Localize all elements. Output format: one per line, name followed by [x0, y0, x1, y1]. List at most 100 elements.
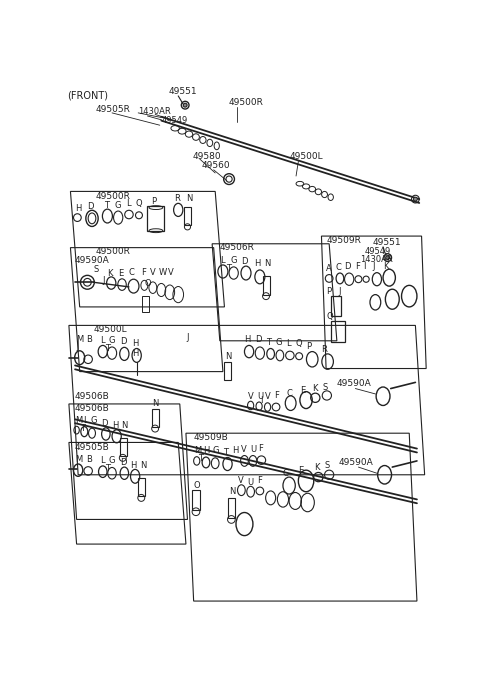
Text: T: T: [80, 424, 84, 433]
Bar: [120, 438, 127, 456]
Text: F: F: [141, 267, 146, 277]
Text: L: L: [100, 337, 104, 345]
Text: M: M: [75, 417, 82, 425]
Text: V: V: [238, 477, 244, 486]
Text: G: G: [90, 417, 97, 425]
Text: M: M: [193, 446, 201, 455]
Text: H: H: [203, 446, 209, 455]
Circle shape: [183, 103, 187, 107]
Text: F: F: [274, 391, 278, 400]
Text: T: T: [266, 338, 271, 347]
Text: N: N: [186, 194, 192, 203]
Bar: [331, 321, 345, 342]
Bar: [263, 276, 270, 295]
Text: D: D: [345, 263, 351, 272]
Text: H: H: [112, 421, 119, 430]
Text: V: V: [265, 392, 271, 401]
Text: 49551: 49551: [372, 238, 401, 247]
Text: F: F: [258, 444, 263, 453]
Text: S: S: [324, 461, 330, 470]
Text: J: J: [338, 287, 341, 296]
Text: T: T: [226, 264, 231, 273]
Bar: [331, 296, 341, 316]
Text: 1430AR: 1430AR: [360, 254, 393, 263]
Text: 49509R: 49509R: [326, 236, 361, 245]
Text: R: R: [174, 194, 180, 203]
Text: S: S: [323, 382, 328, 391]
Text: E: E: [300, 386, 305, 395]
Circle shape: [413, 197, 417, 201]
Text: H: H: [132, 339, 138, 348]
Text: 49505B: 49505B: [75, 443, 110, 451]
Text: T: T: [223, 448, 228, 457]
Text: B: B: [86, 455, 93, 464]
Text: 49560: 49560: [201, 161, 230, 170]
Text: T: T: [105, 344, 110, 353]
Text: Q: Q: [135, 199, 142, 208]
Text: 49590A: 49590A: [338, 458, 373, 467]
Text: 49500R: 49500R: [96, 247, 131, 256]
Text: 49549: 49549: [365, 247, 391, 256]
Text: 49549: 49549: [161, 116, 188, 125]
Text: 49551: 49551: [169, 87, 198, 96]
Text: T: T: [105, 464, 110, 473]
Circle shape: [386, 256, 390, 259]
Text: C: C: [286, 389, 292, 397]
Text: J: J: [372, 263, 375, 272]
Text: P: P: [326, 287, 331, 296]
Text: N: N: [152, 399, 158, 408]
Text: N: N: [229, 487, 235, 496]
Bar: [147, 206, 164, 231]
Text: 49590A: 49590A: [75, 256, 110, 265]
Text: A: A: [326, 264, 332, 273]
Text: M: M: [75, 455, 82, 464]
Text: B: B: [86, 334, 93, 344]
Text: L: L: [100, 456, 104, 465]
Text: C: C: [129, 267, 135, 277]
Bar: [192, 490, 200, 510]
Text: Q: Q: [295, 339, 302, 348]
Text: G: G: [114, 201, 121, 210]
Bar: [225, 362, 231, 380]
Text: E: E: [118, 269, 123, 278]
Text: V: V: [168, 267, 173, 277]
Text: D: D: [120, 458, 126, 467]
Text: F: F: [257, 477, 262, 486]
Text: N: N: [140, 461, 146, 470]
Text: 49509B: 49509B: [193, 434, 228, 443]
Text: N: N: [121, 421, 128, 430]
Text: 49505R: 49505R: [95, 105, 130, 114]
Text: L: L: [286, 339, 291, 348]
Text: G: G: [109, 456, 115, 465]
Text: C: C: [283, 469, 289, 477]
Text: L: L: [83, 417, 87, 425]
Text: 49500R: 49500R: [229, 98, 264, 107]
Text: M: M: [77, 334, 84, 344]
Text: U: U: [257, 392, 263, 401]
Text: K: K: [108, 269, 113, 278]
Text: J: J: [186, 333, 189, 342]
Bar: [152, 408, 159, 427]
Text: H: H: [131, 461, 137, 470]
Text: L: L: [220, 256, 225, 265]
Text: K: K: [312, 384, 318, 393]
Text: C: C: [336, 263, 341, 272]
Text: E: E: [299, 466, 304, 475]
Text: H: H: [232, 447, 239, 456]
Text: G: G: [109, 337, 115, 345]
Text: 49500L: 49500L: [289, 153, 323, 161]
Text: I: I: [260, 395, 263, 405]
Text: G: G: [212, 446, 218, 455]
Text: U: U: [248, 478, 253, 487]
Text: V: V: [241, 445, 247, 454]
Text: J: J: [103, 276, 105, 285]
Text: D: D: [255, 334, 262, 344]
Text: K: K: [314, 462, 319, 471]
Text: N: N: [225, 352, 231, 360]
Text: 49580: 49580: [192, 151, 221, 161]
Text: 49500L: 49500L: [94, 325, 127, 334]
Bar: [184, 207, 192, 225]
Text: R: R: [322, 345, 327, 354]
Text: V: V: [150, 267, 156, 277]
Text: 49506B: 49506B: [75, 392, 110, 401]
